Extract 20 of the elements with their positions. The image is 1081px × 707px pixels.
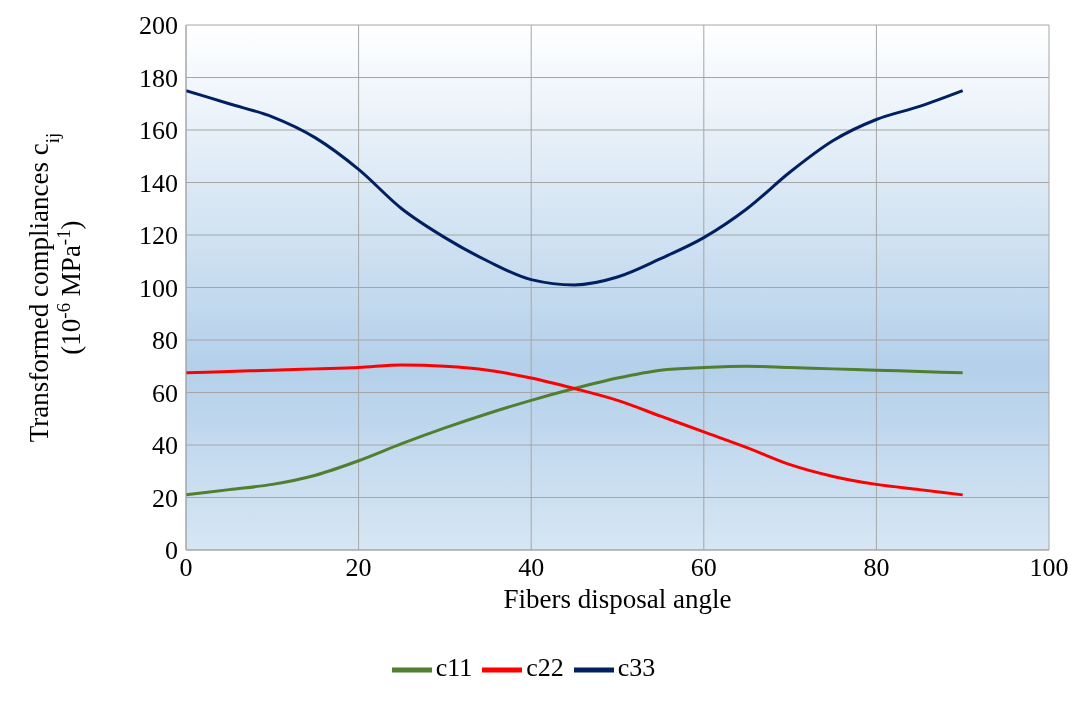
legend-label: c11 — [435, 652, 473, 682]
x-tick-label: 40 — [518, 553, 545, 583]
x-axis-title: Fibers disposal angle — [503, 584, 732, 614]
legend-label: c33 — [617, 652, 656, 682]
y-tick-label: 60 — [152, 378, 178, 408]
y-tick-label: 200 — [139, 11, 178, 41]
legend-label: c22 — [526, 652, 564, 682]
y-tick-label: 140 — [139, 168, 178, 198]
line-series — [186, 89, 965, 287]
y-tick-label: 120 — [139, 221, 178, 251]
x-tick-label: 100 — [1029, 553, 1069, 583]
y-tick-label: 20 — [152, 483, 178, 513]
x-tick-label: 80 — [863, 553, 890, 583]
y-tick-label: 40 — [152, 431, 178, 461]
y-tick-label: 80 — [152, 326, 178, 356]
y-tick-label: 180 — [139, 63, 178, 93]
y-tick-label: 100 — [139, 273, 178, 303]
x-tick-label: 20 — [345, 553, 372, 583]
x-tick-label: 60 — [690, 553, 717, 583]
y-tick-label: 160 — [139, 116, 178, 146]
